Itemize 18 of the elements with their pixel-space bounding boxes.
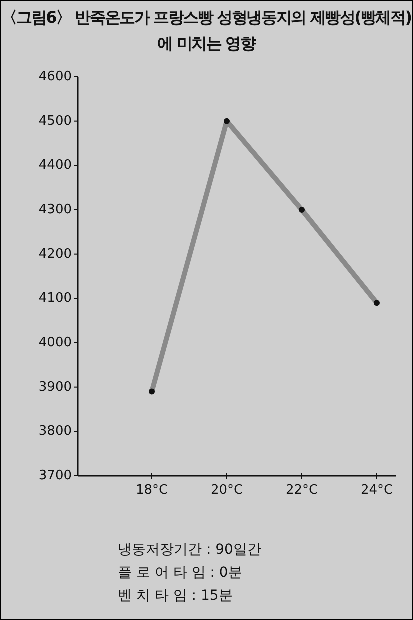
y-tick-label: 4500 <box>38 114 72 129</box>
y-tick-label: 3900 <box>38 380 72 395</box>
y-tick-label: 4200 <box>38 246 72 262</box>
x-tick-label: 20°C <box>210 483 244 498</box>
y-tick-label: 3800 <box>38 424 72 440</box>
y-tick-label: 3700 <box>38 468 72 484</box>
text: 냉동저장기간 : 90일간 <box>118 541 262 560</box>
y-tick-label: 4300 <box>38 202 72 218</box>
y-tick-label: 4600 <box>38 70 72 84</box>
text: 벤 치 타 임 : 15분 <box>118 587 234 606</box>
text: 플 로 어 타 임 : 0분 <box>118 564 244 583</box>
x-tick-label: 18°C <box>136 483 168 498</box>
y-tick-label: 4100 <box>38 291 72 306</box>
y-tick-label: 4000 <box>38 336 72 350</box>
y-tick-label: 4400 <box>38 158 72 174</box>
x-tick-label: 22°C <box>286 483 318 498</box>
x-tick-label: 24°C <box>360 483 394 498</box>
chart-title: 〈그림6〉 반죽온도가 프랑스빵 성형냉동지의 제빵성(빵체적)에 미치는 영향 <box>1 7 412 55</box>
